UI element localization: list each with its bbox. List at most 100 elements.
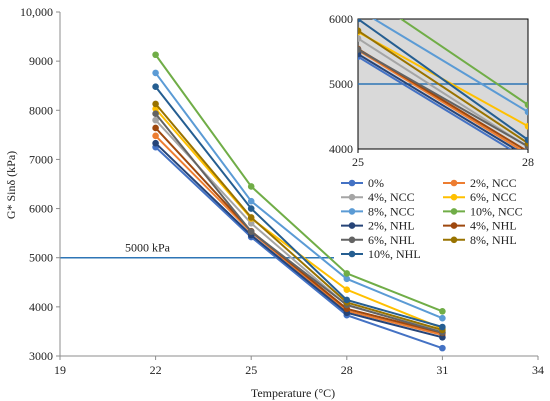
legend-swatch-marker — [348, 208, 356, 215]
data-point — [152, 124, 159, 132]
inset-series-line — [358, 19, 528, 141]
data-point — [439, 323, 446, 331]
data-point — [152, 69, 159, 77]
legend: 0% 2%, NCC 4%, NCC 6%, NCC 8%, NCC 10%, NCC 2%… — [334, 173, 538, 261]
data-point — [152, 51, 159, 59]
legend-swatch-marker — [450, 222, 458, 229]
x-tick-label: 25 — [245, 363, 257, 377]
data-point — [439, 307, 446, 315]
inset-data-point — [524, 122, 528, 130]
inset-data-point — [524, 101, 528, 109]
series-line — [154, 135, 443, 336]
inset-y-tick-label: 5000 — [329, 77, 353, 91]
series-line — [154, 54, 443, 313]
data-point — [247, 183, 255, 190]
series-line — [154, 103, 443, 331]
legend-swatch-marker — [450, 193, 458, 201]
data-point — [247, 205, 255, 212]
main-axes: 19 22 25 28 31 34 3000 4000 5000 6000 7000 8000 9000… — [20, 5, 544, 377]
legend-label: 8%, NCC — [368, 204, 415, 218]
series-line — [154, 146, 443, 350]
y-tick-label: 4000 — [29, 300, 53, 314]
inset-data-point — [524, 136, 528, 144]
legend-label: 2%, NHL — [368, 219, 415, 233]
inset-series-line — [358, 55, 512, 149]
legend-swatch-marker — [348, 250, 356, 258]
inset-data-point — [358, 27, 362, 34]
y-axis-title: G* Sinδ (kPa) — [4, 151, 18, 219]
legend-label: 8%, NHL — [470, 233, 517, 247]
series-line — [154, 113, 443, 334]
data-point — [152, 110, 159, 118]
data-point — [152, 139, 159, 147]
data-point — [152, 116, 159, 124]
inset-data-point — [358, 35, 362, 42]
legend-swatch-marker — [450, 179, 458, 187]
inset-series-line — [358, 29, 528, 144]
data-point — [343, 270, 351, 277]
y-tick-label: 8000 — [29, 103, 53, 117]
data-point — [152, 100, 159, 108]
legend-label: 4%, NCC — [368, 190, 415, 204]
inset-data-point — [358, 46, 362, 53]
x-tick-label: 22 — [150, 363, 162, 377]
data-point — [152, 83, 159, 90]
legend-background — [334, 173, 538, 259]
legend-label: 10%, NCC — [470, 204, 523, 218]
data-point — [247, 197, 255, 205]
inset-series-line — [358, 53, 518, 149]
series-line — [154, 86, 443, 328]
legend-swatch-marker — [348, 236, 356, 244]
legend-label: 0% — [368, 176, 384, 190]
data-point — [247, 228, 255, 235]
main-plot-area: 5000 kPa — [60, 51, 538, 352]
y-tick-label: 10,000 — [20, 5, 53, 19]
y-tick-label: 3000 — [29, 349, 53, 363]
data-point — [247, 214, 255, 221]
x-tick-label: 28 — [341, 363, 353, 377]
legend-swatch-marker — [348, 222, 356, 229]
x-tick-label: 34 — [532, 363, 544, 377]
data-point — [439, 314, 446, 322]
data-point — [152, 132, 159, 140]
reference-line-label: 5000 kPa — [125, 241, 171, 255]
inset-x-tick-label: 28 — [522, 155, 534, 169]
legend-swatch-marker — [348, 179, 356, 187]
inset-data-point — [524, 108, 528, 116]
data-point — [343, 275, 351, 283]
inset-x-tick-label: 25 — [352, 155, 364, 169]
inset-y-tick-label: 6000 — [329, 12, 353, 26]
data-point — [343, 286, 351, 293]
x-tick-label: 31 — [436, 363, 448, 377]
series-line — [154, 127, 443, 334]
series-line — [154, 142, 443, 339]
legend-swatch-marker — [348, 193, 356, 201]
y-tick-label: 5000 — [29, 251, 53, 265]
y-tick-label: 6000 — [29, 202, 53, 216]
inset-series-line — [358, 37, 528, 148]
legend-label: 6%, NCC — [470, 190, 517, 204]
inset-series-group — [358, 19, 528, 149]
y-tick-label: 9000 — [29, 54, 53, 68]
data-point — [247, 220, 255, 227]
legend-label: 10%, NHL — [368, 247, 421, 261]
inset-series-line — [358, 49, 522, 149]
inset-series-line — [372, 19, 528, 113]
series-line — [154, 72, 443, 320]
x-axis-title: Temperature (°C) — [251, 386, 335, 400]
inset-chart: 4000 5000 6000 25 28 — [322, 6, 538, 174]
inset-series-line — [399, 19, 528, 106]
legend-label: 2%, NCC — [470, 176, 517, 190]
x-tick-label: 19 — [54, 363, 66, 377]
data-point — [343, 296, 351, 304]
inset-y-tick-label: 4000 — [329, 142, 353, 156]
legend-swatch-marker — [450, 236, 458, 244]
y-tick-label: 7000 — [29, 152, 53, 166]
inset-data-point — [358, 19, 362, 23]
legend-label: 4%, NHL — [470, 219, 517, 233]
legend-label: 6%, NHL — [368, 233, 415, 247]
legend-swatch-marker — [450, 208, 458, 215]
inset-series-line — [358, 48, 528, 148]
data-point — [439, 344, 446, 352]
